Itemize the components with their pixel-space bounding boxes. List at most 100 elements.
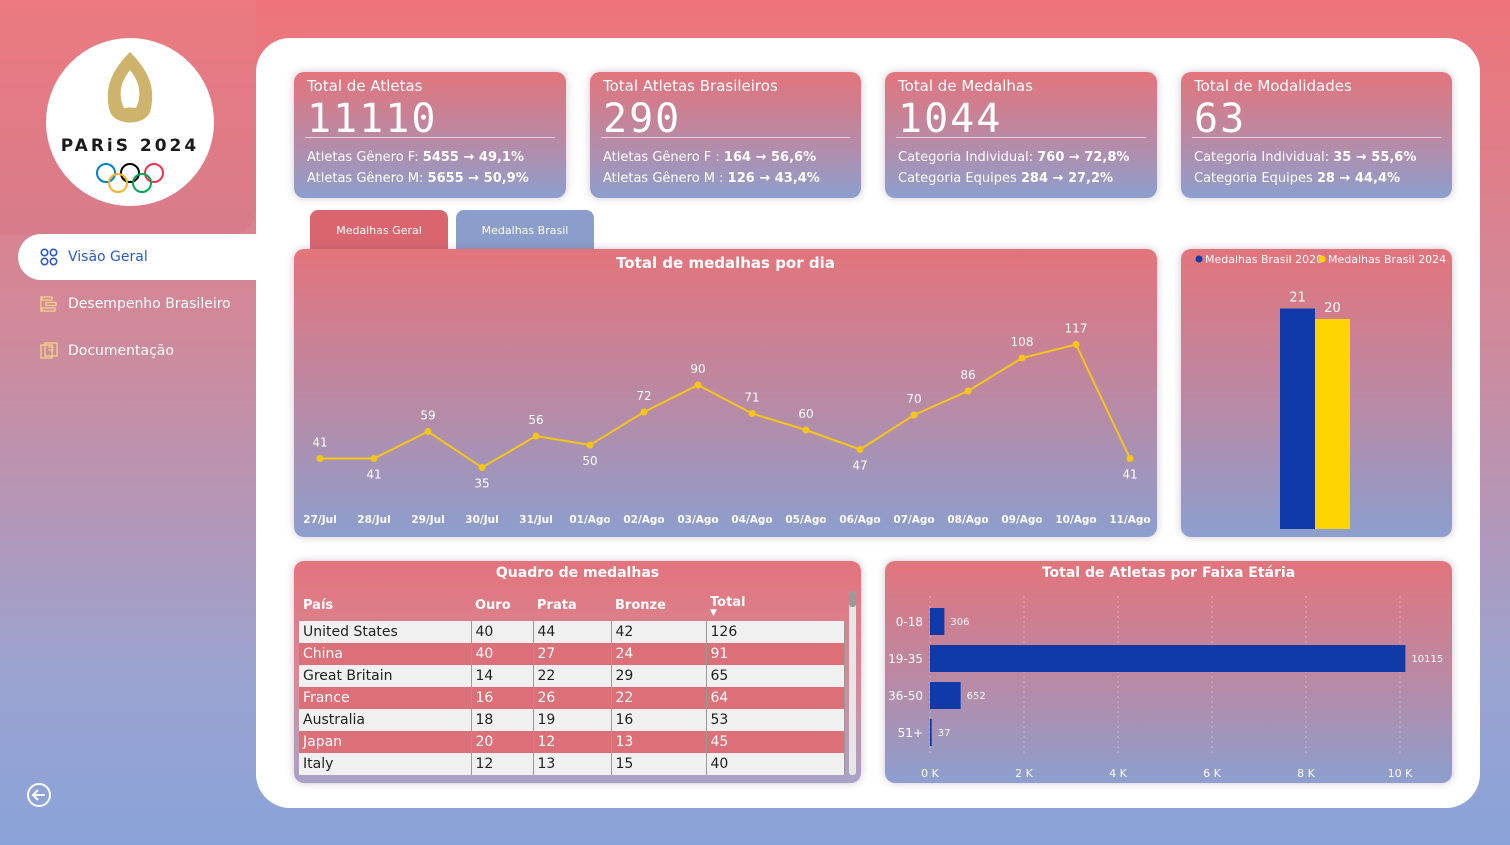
scroll-thumb[interactable] [849,591,856,607]
table-cell: 13 [533,753,612,775]
table-cell: 65 [706,665,845,687]
table-cell: 40 [471,621,534,643]
table-row[interactable]: United States 40 44 42 126 [299,621,845,643]
age-bar-chart: 0 K 2 K 4 K 6 K 8 K 10 K 0-18 306 19-35 10115 36-5… [888,596,1443,780]
header-pais[interactable]: País [303,597,334,613]
data-point[interactable] [586,441,594,449]
table-cell: United States [299,621,472,643]
data-label: 59 [420,409,435,423]
kpi-card-atletas-brasileiros: Total Atletas Brasileiros 290 Atletas Gê… [590,72,861,198]
table-cell: Italy [299,753,472,775]
bar-value-label: 10115 [1411,654,1443,665]
table-row[interactable]: Italy 12 13 15 40 [299,753,845,775]
kpi-card-total-medalhas: Total de Medalhas 1044 Categoria Individ… [885,72,1157,198]
bar[interactable] [930,719,932,746]
kpi-value: 63 [1194,96,1247,142]
bar[interactable] [1280,308,1315,530]
sort-desc-icon: ▼ [710,607,717,618]
age-chart-card: Total de Atletas por Faixa Etária 0 K 2 K… [885,561,1452,783]
kpi-subline-1: Atletas Gênero F : 164 → 56,6% [603,150,817,165]
data-point[interactable] [748,410,756,417]
bar[interactable] [930,682,961,709]
table-scrollbar[interactable] [849,591,856,775]
data-label: 70 [906,392,921,406]
data-point[interactable] [694,381,702,389]
x-tick-label: 8 K [1297,767,1315,780]
header-total[interactable]: Total ▼ [706,589,845,621]
table-cell: 22 [611,687,707,709]
bar[interactable] [930,645,1406,672]
table-row[interactable]: Australia 18 19 16 53 [299,709,845,731]
table-cell: 45 [706,731,845,753]
data-point[interactable] [964,387,972,395]
kpi-value: 290 [603,96,682,142]
data-point[interactable] [640,408,648,416]
x-tick-label: 29/Jul [411,514,444,526]
table-cell: 13 [611,731,707,753]
data-point[interactable] [424,428,432,435]
nav-item-desempenho-brasileiro[interactable]: Desempenho Brasileiro [18,281,256,327]
kpi-title: Total Atletas Brasileiros [603,77,778,95]
table-cell: 12 [471,753,534,775]
x-tick-label: 01/Ago [569,514,610,526]
header-bronze[interactable]: Bronze [615,597,666,613]
data-label: 72 [636,389,651,403]
table-cell: 16 [471,687,534,709]
table-cell: Japan [299,731,472,753]
data-point[interactable] [370,455,378,462]
x-tick-label: 10/Ago [1055,514,1096,526]
nav-item-visao-geral[interactable]: Visão Geral [18,234,258,280]
data-point[interactable] [316,455,324,462]
table-row[interactable]: Japan 20 12 13 45 [299,731,845,753]
nav-label-documentacao: Documentação [68,343,174,359]
table-cell: 22 [533,665,612,687]
x-tick-label: 30/Jul [465,514,498,526]
tab-medalhas-brasil[interactable]: Medalhas Brasil [456,210,594,250]
data-label: 41 [1122,468,1137,482]
data-label: 41 [366,468,381,482]
table-row[interactable]: France 16 26 22 64 [299,687,845,709]
bar-value-label: 306 [950,617,969,628]
table-row[interactable]: China 40 27 24 91 [299,643,845,665]
data-point[interactable] [1072,341,1080,348]
tab-medalhas-geral[interactable]: Medalhas Geral [310,210,448,250]
logo-panel: PARiS 2024 [0,0,256,235]
chart-title: Total de Atletas por Faixa Etária [1041,565,1296,581]
data-point[interactable] [532,432,540,440]
divider [896,137,1146,138]
header-prata[interactable]: Prata [537,597,577,613]
y-tick-label: 36-50 [888,689,923,703]
table-cell: China [299,643,472,665]
kpi-card-total-modalidades: Total de Modalidades 63 Categoria Indivi… [1181,72,1452,198]
bar[interactable] [930,608,945,635]
table-cell: 126 [706,621,845,643]
data-point[interactable] [1126,455,1134,462]
olympic-rings-icon [96,163,164,193]
table-cell: 42 [611,621,707,643]
data-point[interactable] [910,411,918,419]
data-point[interactable] [802,426,810,434]
data-label: 108 [1011,335,1034,349]
nav-label-desempenho-brasileiro: Desempenho Brasileiro [68,296,231,312]
x-tick-label: 07/Ago [893,514,934,526]
legend-label: Medalhas Brasil 2020 [1205,253,1323,266]
kpi-subline-2: Atletas Gênero M: 5655 → 50,9% [307,171,529,186]
kpi-title: Total de Medalhas [898,77,1033,95]
data-point[interactable] [478,464,486,471]
data-point[interactable] [856,446,864,453]
x-tick-label: 06/Ago [839,514,880,526]
nav-item-documentacao[interactable]: Documentação [18,328,256,374]
bar[interactable] [1315,319,1350,529]
table-cell: 40 [471,643,534,665]
header-ouro[interactable]: Ouro [475,597,511,613]
back-arrow-icon[interactable] [26,782,52,808]
kpi-title: Total de Atletas [307,77,423,95]
data-label: 47 [852,459,867,473]
document-icon [40,342,58,359]
data-point[interactable] [1018,354,1026,362]
table-row[interactable]: Great Britain 14 22 29 65 [299,665,845,687]
data-label: 71 [744,391,759,405]
x-tick-label: 10 K [1388,767,1413,780]
x-tick-label: 0 K [921,767,939,780]
line-chart: 41 27/Jul 41 28/Jul 59 29/Jul 35 30/Jul 56 31/Jul… [303,322,1150,527]
